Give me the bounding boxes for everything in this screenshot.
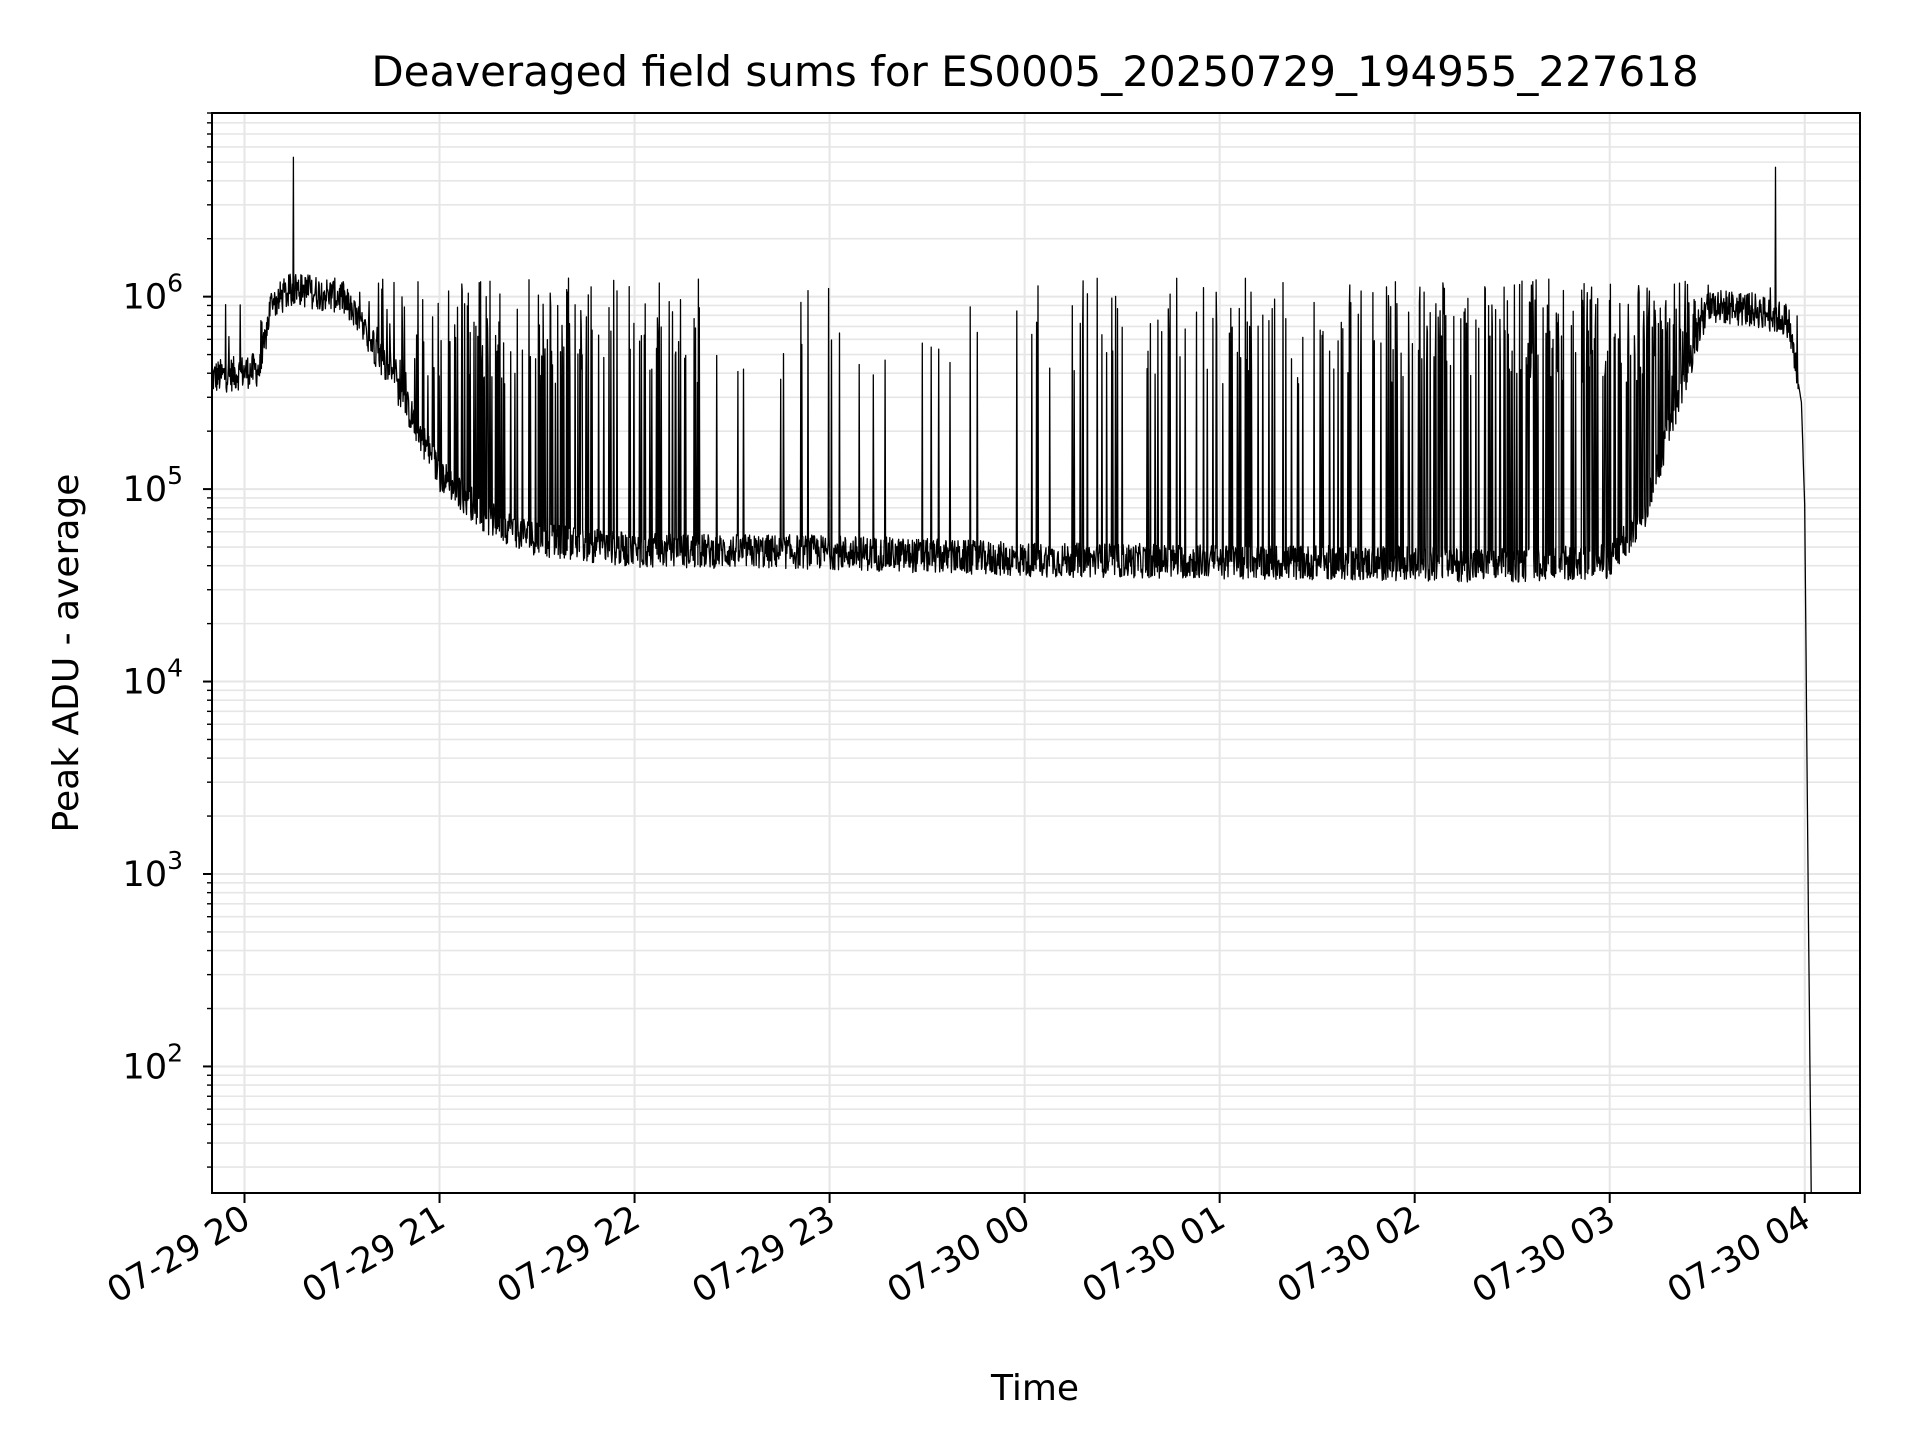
x-tick-label: 07-29 23 xyxy=(686,1198,842,1311)
grid xyxy=(212,112,1860,1193)
y-tick-label: 104 xyxy=(123,654,183,703)
y-tick-label: 105 xyxy=(123,461,183,510)
x-tick-label: 07-29 20 xyxy=(101,1198,257,1311)
data-series-line xyxy=(211,156,1812,1194)
y-tick-label: 102 xyxy=(123,1038,183,1087)
chart-title: Deaveraged field sums for ES0005_2025072… xyxy=(371,47,1698,96)
x-tick-label: 07-30 02 xyxy=(1271,1198,1427,1311)
x-tick-label: 07-30 01 xyxy=(1076,1198,1232,1311)
x-tick-label: 07-30 04 xyxy=(1661,1198,1817,1311)
x-tick-label: 07-29 22 xyxy=(491,1198,647,1311)
y-tick-label: 103 xyxy=(123,846,183,895)
x-tick-label: 07-30 03 xyxy=(1466,1198,1622,1311)
x-tick-label: 07-29 21 xyxy=(296,1198,452,1311)
y-axis-label: Peak ADU - average xyxy=(46,474,87,833)
x-axis-label: Time xyxy=(990,1368,1079,1409)
x-tick-label: 07-30 00 xyxy=(881,1198,1037,1311)
x-axis: 07-29 20 07-29 21 07-29 22 07-29 23 07-30 00… xyxy=(101,1193,1817,1311)
y-axis: 102 103 104 105 106 xyxy=(123,112,212,1168)
plot-frame xyxy=(211,112,1861,1194)
series-line xyxy=(211,156,1812,1194)
y-tick-label: 106 xyxy=(123,269,183,318)
